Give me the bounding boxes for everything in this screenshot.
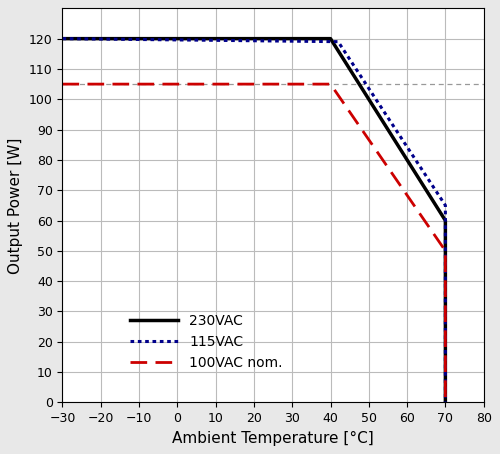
100VAC nom.: [328, 81, 334, 87]
100VAC nom.: [60, 81, 66, 87]
Line: 115VAC: 115VAC: [62, 39, 446, 402]
Y-axis label: Output Power [W]: Output Power [W]: [8, 137, 24, 274]
115VAC: [442, 400, 448, 405]
Line: 100VAC nom.: 100VAC nom.: [62, 84, 446, 402]
100VAC nom.: [442, 248, 448, 253]
230VAC: [60, 36, 66, 41]
Line: 230VAC: 230VAC: [62, 39, 446, 402]
230VAC: [442, 218, 448, 223]
115VAC: [60, 36, 66, 41]
100VAC nom.: [442, 400, 448, 405]
Legend: 230VAC, 115VAC, 100VAC nom.: 230VAC, 115VAC, 100VAC nom.: [124, 309, 288, 376]
115VAC: [335, 39, 341, 44]
230VAC: [328, 36, 334, 41]
230VAC: [442, 400, 448, 405]
X-axis label: Ambient Temperature [°C]: Ambient Temperature [°C]: [172, 431, 374, 446]
115VAC: [442, 202, 448, 208]
